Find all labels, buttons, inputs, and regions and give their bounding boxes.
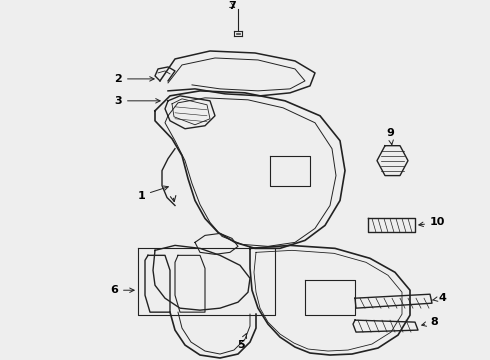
Text: 6: 6 bbox=[110, 285, 134, 295]
Text: 9: 9 bbox=[386, 128, 394, 145]
Text: 8: 8 bbox=[422, 317, 438, 327]
Text: 5: 5 bbox=[237, 334, 246, 350]
Text: 7: 7 bbox=[228, 1, 236, 11]
Text: 4: 4 bbox=[433, 293, 446, 303]
Text: 1: 1 bbox=[137, 186, 169, 201]
Text: 10: 10 bbox=[419, 217, 445, 228]
Text: 3: 3 bbox=[114, 96, 160, 106]
Text: 2: 2 bbox=[114, 74, 154, 84]
